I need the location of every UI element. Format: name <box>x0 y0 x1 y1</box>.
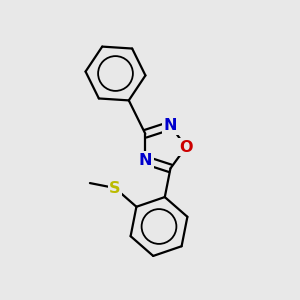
Text: N: N <box>164 118 177 133</box>
Text: S: S <box>109 181 121 196</box>
Text: O: O <box>179 140 193 154</box>
Text: N: N <box>139 153 152 168</box>
